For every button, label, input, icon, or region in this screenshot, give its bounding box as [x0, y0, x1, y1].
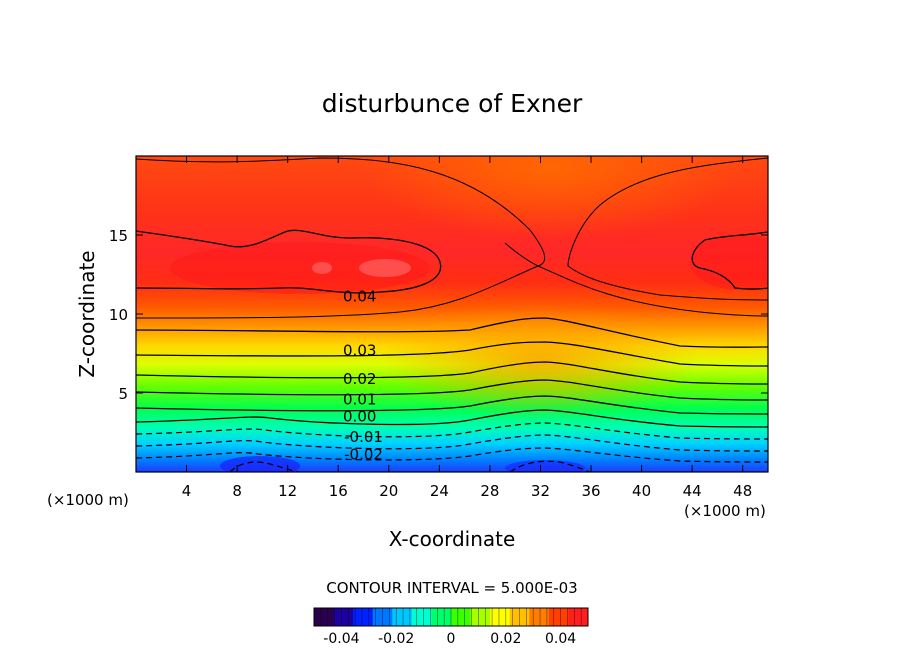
- x-axis-ticks: 4 8 12 16 20 24 28 32 36 40 44 48: [182, 156, 752, 500]
- contour-interval-label: CONTOUR INTERVAL = 5.000E-03: [326, 579, 577, 597]
- chart-title: disturbunce of Exner: [322, 89, 583, 118]
- contour-line: [136, 395, 768, 415]
- colorbar: -0.04 -0.02 0 0.02 0.04: [313, 607, 589, 647]
- contour-plot-area: 0.04 0.03 0.02 0.010.00 -0.01-0.02: [136, 156, 768, 472]
- colorbar-segment: [548, 608, 569, 626]
- x-tick-label: 32: [531, 482, 550, 500]
- highlight-blob: [312, 262, 332, 274]
- colorbar-segment: [529, 608, 550, 626]
- x-tick-label: 16: [329, 482, 348, 500]
- x-tick-label: 24: [430, 482, 449, 500]
- highlight-blob: [359, 259, 411, 277]
- contour-label: 0.00: [343, 408, 376, 426]
- contour-line: [136, 265, 768, 319]
- contour-line: [136, 447, 768, 463]
- x-tick-label: 48: [733, 482, 752, 500]
- bottom-min-region: [220, 456, 300, 472]
- x-unit-label-left: (×1000 m): [47, 491, 129, 509]
- contour-line: [136, 229, 442, 294]
- colorbar-segment: [392, 608, 413, 626]
- upper-saddle-region: [362, 156, 742, 238]
- contour-label: 0.04: [343, 288, 376, 306]
- colorbar-tick-label: 0: [447, 631, 456, 647]
- colorbar-segment: [431, 608, 452, 626]
- x-tick-label: 44: [683, 482, 702, 500]
- colorbar-frame: [313, 607, 589, 627]
- colorbar-tick-label: 0.04: [545, 631, 576, 647]
- x-tick-label: 8: [232, 482, 242, 500]
- bottom-min-region: [505, 460, 585, 472]
- colorbar-segment: [353, 608, 374, 626]
- x-tick-label: 20: [379, 482, 398, 500]
- colorbar-tick-label: 0.02: [490, 631, 521, 647]
- y-axis-label: Z-coordinate: [75, 250, 99, 377]
- contour-lines: [136, 157, 768, 472]
- y-tick-label: 10: [109, 306, 128, 324]
- colorbar-segment: [451, 608, 472, 626]
- left-max-region: [170, 242, 430, 294]
- colorbar-segment: [490, 608, 511, 626]
- x-tick-label: 4: [182, 482, 192, 500]
- colorbar-segment: [568, 608, 589, 626]
- contour-label: -0.02: [344, 446, 383, 464]
- x-tick-label: 40: [632, 482, 651, 500]
- colorbar-segment: [333, 608, 354, 626]
- right-max-region: [690, 234, 768, 290]
- contour-line: [136, 317, 768, 348]
- contour-label: 0.03: [343, 341, 376, 359]
- x-unit-label-right: (×1000 m): [684, 502, 766, 520]
- contour-labels: 0.04 0.03 0.02 0.010.00 -0.01-0.02: [343, 288, 383, 464]
- contour-label: -0.01: [344, 428, 383, 446]
- y-axis-ticks: 5 10 15: [109, 227, 768, 403]
- x-tick-label: 36: [581, 482, 600, 500]
- contour-line: [136, 341, 768, 367]
- contour-line: [229, 460, 591, 472]
- colorbar-segment: [314, 608, 335, 626]
- contour-line: [136, 361, 768, 385]
- contour-line: [136, 409, 768, 428]
- colorbar-tick-label: -0.02: [378, 631, 414, 647]
- x-tick-label: 28: [480, 482, 499, 500]
- colorbar-segment: [411, 608, 432, 626]
- contour-line: [691, 231, 768, 290]
- contour-line: [136, 379, 768, 401]
- y-tick-label: 5: [118, 385, 128, 403]
- x-axis-label: X-coordinate: [389, 527, 516, 551]
- contour-line: [136, 422, 768, 440]
- x-tick-label: 12: [278, 482, 297, 500]
- y-tick-label: 15: [109, 227, 128, 245]
- colorbar-tick-label: -0.04: [323, 631, 359, 647]
- colorbar-segment: [470, 608, 491, 626]
- contour-label: 0.02: [343, 370, 376, 388]
- contour-label: 0.01: [343, 390, 376, 408]
